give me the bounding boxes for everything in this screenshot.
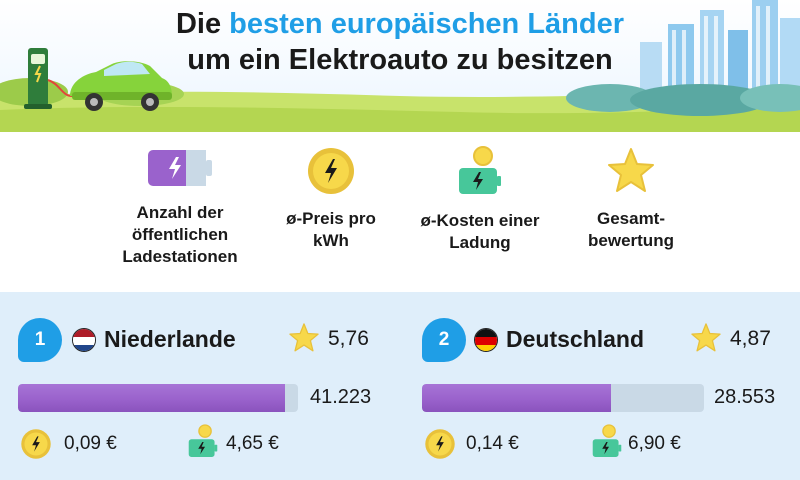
country-name: Deutschland <box>506 326 645 352</box>
legend-item-price: ø-Preis pro kWh <box>246 146 416 252</box>
legend-item-stations: Anzahl der öffentlichen Ladestationen <box>95 146 265 268</box>
star-icon <box>608 148 654 192</box>
stations-value: 28.553 <box>714 386 776 408</box>
legend-label: ø-Kosten einer Ladung <box>420 211 540 252</box>
legend-label: Gesamt- bewertung <box>588 209 674 250</box>
title-accent: besten europäischen Länder <box>229 8 624 40</box>
legend-item-rating: Gesamt- bewertung <box>546 146 716 252</box>
stations-bar-fill <box>422 384 611 412</box>
title-line2: um ein Elektroauto zu besitzen <box>187 44 613 76</box>
price-kwh-value: 0,14 € <box>466 433 519 454</box>
legend-item-charge-cost: ø-Kosten einer Ladung <box>395 146 565 254</box>
legend: Anzahl der öffentlichen Ladestationen ø-… <box>0 132 800 292</box>
charge-cost-value: 4,65 € <box>226 433 279 454</box>
star-icon <box>691 323 721 352</box>
legend-label: ø-Preis pro kWh <box>286 209 376 250</box>
stations-value: 41.223 <box>310 386 372 408</box>
country-card-2: 2 Deutschland 4,87 28.553 0,14 € 6,90 € <box>404 292 800 480</box>
city-car-illustration <box>0 0 800 132</box>
header-banner: Die besten europäischen Länder um ein El… <box>0 0 800 132</box>
battery-icon <box>148 150 212 186</box>
price-kwh-value: 0,09 € <box>64 433 117 454</box>
country-cards: 1 Niederlande 5,76 41.223 0,09 € 4,65 € <box>0 292 800 480</box>
rating-value: 5,76 <box>328 327 369 350</box>
rank-badge: 1 <box>18 318 62 362</box>
charge-cost-value: 6,90 € <box>628 433 681 454</box>
stations-bar <box>422 384 704 412</box>
battery-coin-icon <box>459 146 501 194</box>
coin-lightning-icon <box>425 429 455 459</box>
coin-lightning-icon <box>21 429 51 459</box>
star-icon <box>289 323 319 352</box>
country-name: Niederlande <box>104 326 236 352</box>
battery-coin-icon <box>188 424 218 457</box>
country-card-1: 1 Niederlande 5,76 41.223 0,09 € 4,65 € <box>0 292 396 480</box>
coin-lightning-icon <box>308 148 354 194</box>
rank-badge: 2 <box>422 318 466 362</box>
page-title: Die besten europäischen Länder um ein El… <box>175 8 624 76</box>
battery-coin-icon <box>592 424 622 457</box>
stations-bar <box>18 384 298 412</box>
germany-flag <box>474 328 498 352</box>
stations-bar-fill <box>18 384 286 412</box>
rating-value: 4,87 <box>730 327 771 350</box>
legend-label: Anzahl der öffentlichen Ladestationen <box>122 203 238 266</box>
netherlands-flag <box>72 328 96 352</box>
